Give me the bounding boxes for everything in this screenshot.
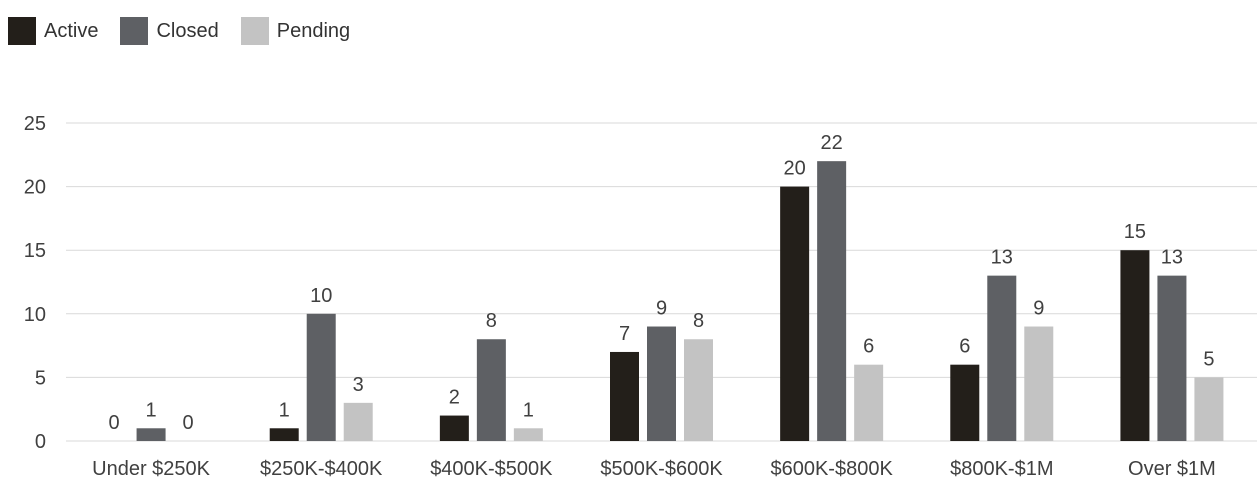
data-label: 8: [693, 310, 704, 332]
x-tick-label: $800K-$1M: [950, 458, 1053, 480]
bar-closed: [476, 339, 506, 441]
bar-pending: [513, 428, 543, 441]
data-label: 13: [991, 247, 1013, 269]
x-tick-label: $600K-$800K: [770, 458, 893, 480]
x-tick-label: $250K-$400K: [260, 458, 383, 480]
y-tick-label: 15: [24, 240, 46, 262]
legend-label-active: Active: [44, 19, 99, 42]
bar-active: [950, 364, 980, 441]
legend-swatch-closed: [120, 17, 149, 45]
data-label: 10: [310, 285, 332, 307]
data-label: 13: [1161, 247, 1183, 269]
bar-active: [1120, 250, 1150, 441]
data-label: 3: [353, 374, 364, 396]
data-label: 20: [784, 158, 806, 180]
bar-closed: [1157, 275, 1187, 441]
legend-swatch-pending: [240, 17, 269, 45]
data-label: 6: [959, 336, 970, 358]
y-tick-label: 5: [35, 367, 46, 389]
data-label: 2: [449, 387, 460, 409]
bar-active: [439, 415, 469, 441]
legend-item-closed: Closed: [120, 17, 219, 45]
bar-active: [269, 428, 299, 441]
data-label: 22: [821, 132, 843, 154]
bar-closed: [987, 275, 1017, 441]
x-tick-label: $400K-$500K: [430, 458, 553, 480]
y-tick-label: 10: [24, 304, 46, 326]
legend: Active Closed Pending: [8, 14, 372, 48]
bar-pending: [1024, 326, 1054, 441]
legend-label-closed: Closed: [156, 19, 219, 42]
legend-item-pending: Pending: [240, 17, 351, 45]
data-label: 0: [109, 412, 120, 434]
legend-swatch-active: [8, 17, 36, 45]
bar-active: [610, 351, 639, 441]
bar-pending: [684, 339, 713, 441]
bar-closed: [817, 161, 847, 441]
x-tick-label: $500K-$600K: [600, 458, 723, 480]
y-tick-label: 25: [24, 113, 46, 135]
bar-pending: [854, 364, 884, 441]
bar-pending: [343, 402, 373, 441]
data-label: 1: [279, 399, 290, 421]
y-tick-label: 0: [35, 431, 46, 453]
bar-closed: [306, 313, 336, 441]
data-label: 6: [863, 336, 874, 358]
data-label: 1: [146, 399, 157, 421]
y-tick-label: 20: [24, 177, 46, 199]
data-label: 7: [619, 323, 630, 345]
bar-closed: [647, 326, 676, 441]
x-tick-label: Over $1M: [1128, 458, 1216, 480]
bar-pending: [1194, 377, 1224, 441]
bar-active: [780, 186, 810, 441]
data-label: 9: [656, 298, 667, 320]
legend-label-pending: Pending: [276, 19, 351, 42]
legend-item-active: Active: [8, 17, 98, 45]
x-tick-label: Under $250K: [92, 458, 211, 480]
data-label: 1: [523, 399, 534, 421]
data-label: 15: [1124, 221, 1146, 243]
data-label: 9: [1033, 298, 1044, 320]
bar-closed: [136, 428, 166, 441]
data-label: 8: [486, 310, 497, 332]
data-label: 0: [183, 412, 194, 434]
data-label: 5: [1203, 348, 1214, 370]
